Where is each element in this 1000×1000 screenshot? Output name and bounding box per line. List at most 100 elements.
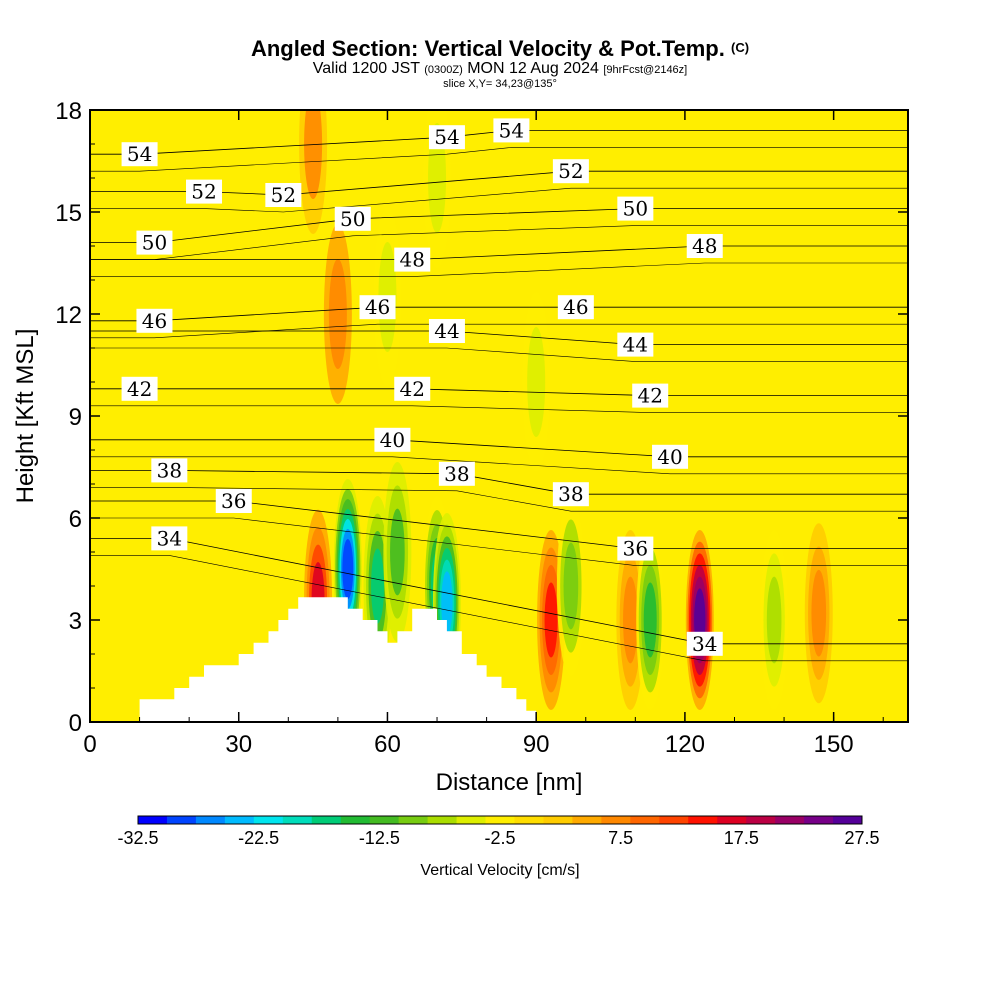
theta-label-text: 46 xyxy=(563,295,588,319)
slice-label: slice X,Y= 34,23@135° xyxy=(443,78,557,90)
theta-label-text: 38 xyxy=(558,482,583,506)
velocity-cell xyxy=(423,110,452,268)
theta-label: 38 xyxy=(151,458,188,483)
theta-contour xyxy=(90,225,908,260)
theta-contour xyxy=(90,245,908,260)
theta-label: 38 xyxy=(552,482,589,507)
theta-label-text: 54 xyxy=(127,142,152,166)
theta-label: 50 xyxy=(334,206,371,231)
theta-label-box xyxy=(394,247,431,272)
theta-label-text: 40 xyxy=(380,428,405,452)
colorbar-swatch xyxy=(224,816,255,824)
theta-label-box xyxy=(557,295,594,320)
colorbar-tick-label: 27.5 xyxy=(844,828,879,848)
theta-label-box xyxy=(136,308,173,333)
theta-label: 54 xyxy=(428,125,465,150)
x-axis-label: Distance [nm] xyxy=(436,769,583,796)
theta-label-box xyxy=(632,383,669,408)
theta-contour xyxy=(90,500,908,549)
theta-label: 44 xyxy=(617,332,654,357)
x-tick-label: 120 xyxy=(665,731,705,758)
y-axis-label: Height [Kft MSL] xyxy=(12,329,39,504)
theta-label: 42 xyxy=(632,383,669,408)
colorbar-swatch xyxy=(398,816,429,824)
theta-label-text: 36 xyxy=(623,537,648,561)
velocity-band xyxy=(441,571,453,635)
theta-contour xyxy=(90,439,908,458)
theta-label-box xyxy=(265,183,302,207)
colorbar-swatch xyxy=(601,816,631,824)
colorbar-swatch xyxy=(717,816,747,824)
colorbar-swatch xyxy=(833,816,863,824)
theta-contour xyxy=(90,262,908,277)
velocity-band xyxy=(544,582,558,658)
theta-label: 34 xyxy=(151,526,188,551)
theta-label: 52 xyxy=(186,179,223,204)
theta-label-box xyxy=(428,319,465,343)
theta-label-box xyxy=(151,526,188,551)
velocity-field xyxy=(90,110,908,722)
theta-label: 50 xyxy=(617,196,654,221)
theta-label-box xyxy=(359,295,396,320)
theta-contour xyxy=(90,555,908,662)
velocity-band xyxy=(766,576,782,664)
colorbar-tick-label: -32.5 xyxy=(117,828,158,848)
theta-label: 54 xyxy=(121,142,158,167)
theta-label-text: 50 xyxy=(623,197,648,221)
theta-contour xyxy=(90,405,908,413)
colorbar-swatch xyxy=(138,816,168,824)
velocity-cell xyxy=(323,224,352,404)
colorbar-label: Vertical Velocity [cm/s] xyxy=(420,862,580,879)
theta-label-box xyxy=(617,332,654,357)
theta-label-box xyxy=(334,206,371,231)
theta-label-box xyxy=(552,159,589,184)
theta-label-text: 48 xyxy=(400,248,425,272)
theta-label-box xyxy=(617,196,654,221)
theta-label-box xyxy=(428,125,465,150)
y-tick-label: 6 xyxy=(69,506,82,533)
theta-label-text: 46 xyxy=(365,295,390,319)
velocity-cell xyxy=(760,530,789,710)
colorbar-tick-label: -12.5 xyxy=(359,828,400,848)
theta-contour xyxy=(90,487,908,512)
theta-contour xyxy=(90,147,908,172)
theta-label: 44 xyxy=(428,319,465,343)
theta-label: 42 xyxy=(394,376,431,401)
y-tick-label: 9 xyxy=(69,404,82,431)
colorbar-frame xyxy=(137,815,863,825)
contour-labels: 54 54 54 52 52 52 50 50 50 48 48 46 46 46 44 44 42 42 42 40… xyxy=(121,118,723,656)
theta-label-text: 54 xyxy=(434,125,459,149)
theta-label: 36 xyxy=(617,536,654,561)
theta-label-box xyxy=(151,458,188,483)
theta-label-text: 34 xyxy=(157,526,182,550)
theta-label: 50 xyxy=(136,230,173,255)
y-tick-label: 12 xyxy=(55,302,82,329)
theta-contour xyxy=(90,517,908,566)
theta-label: 46 xyxy=(359,295,396,320)
chart-subtitle: Valid 1200 JST (0300Z) MON 12 Aug 2024 [… xyxy=(312,60,688,77)
colorbar-swatch xyxy=(630,816,660,824)
theta-label-box xyxy=(686,631,723,656)
x-tick-label: 30 xyxy=(225,731,252,758)
theta-label-text: 40 xyxy=(657,445,682,469)
theta-label: 42 xyxy=(121,376,158,401)
theta-contour xyxy=(90,187,908,213)
velocity-band xyxy=(811,569,827,657)
velocity-cell xyxy=(299,110,328,234)
velocity-band xyxy=(428,123,447,233)
theta-label-box xyxy=(686,234,723,258)
theta-label-text: 42 xyxy=(400,377,425,401)
theta-label: 48 xyxy=(686,234,723,258)
terrain-mask xyxy=(139,597,537,722)
theta-label-text: 46 xyxy=(142,309,167,333)
theta-label-text: 44 xyxy=(434,319,459,343)
velocity-cell xyxy=(685,530,714,710)
velocity-band xyxy=(342,539,354,599)
colorbar-tick-label: 7.5 xyxy=(608,828,633,848)
theta-label-box xyxy=(121,142,158,167)
x-tick-label: 90 xyxy=(523,731,550,758)
theta-label-text: 50 xyxy=(142,231,167,255)
theta-label: 52 xyxy=(552,159,589,184)
